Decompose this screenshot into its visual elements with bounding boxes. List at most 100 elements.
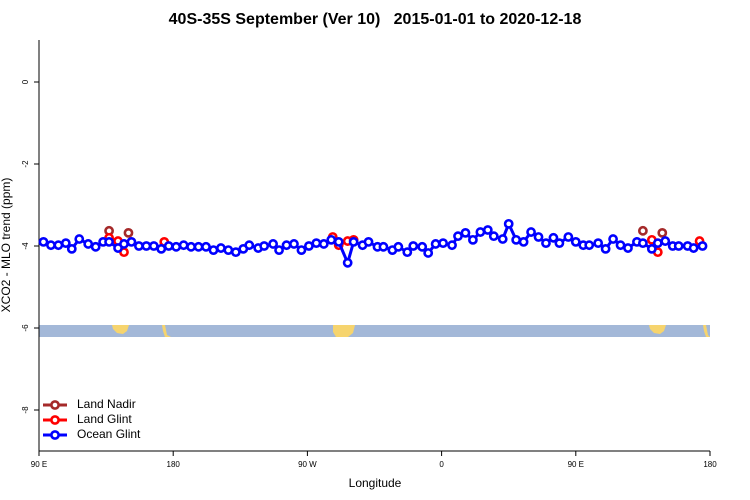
data-point (430, 239, 441, 249)
map-strip (39, 325, 710, 337)
chart-title: 40S-35S September (Ver 10) 2015-01-01 to… (169, 11, 582, 28)
data-point (274, 245, 284, 255)
data-point (186, 241, 196, 252)
data-point (38, 236, 49, 247)
y-tick-label: -4 (21, 242, 30, 250)
data-point (74, 234, 85, 244)
data-point (438, 238, 448, 249)
x-axis-label: Longitude (349, 476, 402, 490)
data-point (393, 241, 404, 252)
data-point (289, 239, 299, 249)
data-point (348, 236, 359, 247)
data-point (482, 225, 493, 235)
y-tick-label: -2 (21, 160, 30, 168)
data-point (638, 225, 648, 236)
land-patch (112, 325, 129, 334)
data-point (141, 241, 152, 251)
data-point (223, 245, 234, 255)
y-tick-label: -8 (21, 406, 30, 414)
data-point (268, 239, 279, 249)
data-point (526, 227, 536, 237)
data-point (652, 238, 663, 249)
data-point (171, 241, 182, 252)
data-point (83, 239, 94, 249)
legend-label: Land Nadir (77, 397, 136, 411)
data-point (673, 241, 684, 251)
data-point (201, 241, 211, 252)
data-point (688, 243, 699, 253)
data-point (638, 238, 648, 249)
data-point (554, 238, 565, 249)
x-tick-label: 90 E (31, 460, 47, 469)
data-point (90, 241, 101, 252)
data-point (126, 236, 137, 247)
data-point (660, 236, 671, 246)
land-patch (649, 325, 666, 334)
data-point (417, 241, 428, 252)
data-point (216, 243, 226, 253)
land-patch (703, 325, 710, 337)
data-point (423, 248, 434, 258)
x-tick-label: 180 (703, 460, 717, 469)
data-point (584, 240, 595, 251)
x-tick-label: 90 E (568, 460, 584, 469)
data-point (311, 238, 322, 249)
data-point (46, 240, 56, 251)
data-point (333, 236, 344, 247)
data-point (646, 243, 657, 254)
data-point (193, 241, 204, 252)
data-point (326, 234, 337, 245)
legend-label: Ocean Glint (77, 427, 141, 441)
data-point (342, 257, 353, 268)
legend-marker (50, 415, 60, 425)
x-tick-label: 0 (439, 460, 444, 469)
data-point (66, 243, 77, 254)
data-point (230, 247, 241, 258)
data-point (533, 232, 544, 242)
data-point (123, 227, 134, 238)
data-point (697, 241, 708, 251)
land-patch (333, 325, 355, 337)
data-point (53, 240, 64, 251)
data-point (104, 236, 114, 247)
data-point (488, 231, 499, 242)
data-point (208, 245, 219, 255)
data-point (548, 232, 559, 243)
data-point (600, 243, 611, 254)
data-point (475, 227, 486, 237)
data-point (119, 239, 129, 249)
x-tick-label: 90 W (298, 460, 317, 469)
data-point (570, 236, 581, 247)
data-point (563, 232, 574, 242)
y-tick-label: 0 (21, 79, 30, 84)
data-point (541, 238, 551, 249)
y-axis-label: XCO2 - MLO trend (ppm) (0, 178, 13, 313)
data-point (657, 227, 668, 238)
data-point (408, 241, 419, 251)
data-point (378, 241, 389, 252)
data-point (148, 241, 159, 251)
data-point (318, 239, 329, 249)
data-point (593, 238, 604, 249)
x-tick-label: 180 (167, 460, 181, 469)
data-point (447, 240, 457, 251)
data-point (615, 240, 626, 251)
land-patch (162, 325, 171, 337)
data-point (178, 240, 189, 251)
data-point (402, 247, 413, 258)
legend-label: Land Glint (77, 412, 132, 426)
data-point (623, 243, 633, 253)
ocean-strip (39, 325, 710, 337)
data-point (608, 234, 618, 244)
y-tick-label: -6 (21, 324, 30, 332)
data-point (244, 240, 255, 251)
data-point (453, 231, 463, 242)
data-point (468, 234, 478, 245)
data-point (134, 241, 144, 251)
data-point (156, 243, 167, 254)
data-point (518, 236, 529, 247)
data-point (303, 241, 314, 251)
data-point (281, 240, 292, 251)
